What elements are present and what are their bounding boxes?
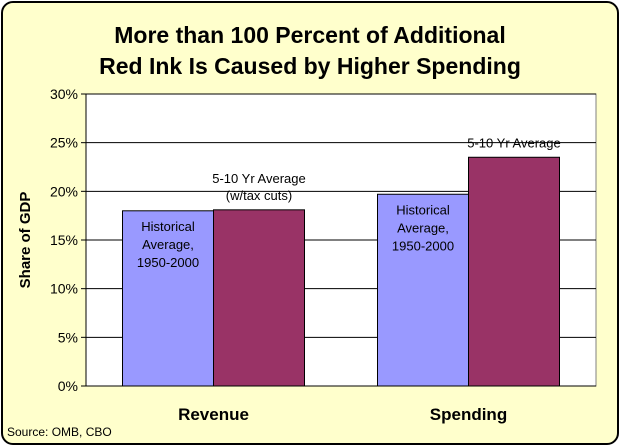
title-line: More than 100 Percent of Additional — [114, 22, 506, 48]
bar-revenue-avg — [213, 209, 305, 387]
x-category-label: Revenue — [178, 405, 249, 424]
bar-annotation: Historical — [396, 202, 450, 217]
y-axis-title: Share of GDP — [17, 192, 34, 289]
bar-annotation: Average, — [397, 220, 449, 235]
y-tick-label: 10% — [50, 281, 78, 297]
bar-annotation: 5-10 Yr Average — [467, 135, 560, 150]
bar-annotation: (w/tax cuts) — [226, 188, 292, 203]
y-tick-label: 5% — [58, 329, 78, 345]
title-line: Red Ink Is Caused by Higher Spending — [99, 53, 521, 79]
bar-annotation: Average, — [142, 237, 194, 252]
bar-annotation: Historical — [141, 219, 195, 234]
y-tick-label: 15% — [50, 232, 78, 248]
y-tick-label: 25% — [50, 135, 78, 151]
y-tick-label: 20% — [50, 183, 78, 199]
bar-spending-historical — [377, 193, 469, 387]
bar-spending-avg — [468, 156, 560, 387]
bar-annotation: 1950-2000 — [137, 255, 199, 270]
bar-annotation: 1950-2000 — [392, 238, 454, 253]
y-tick-label: 0% — [58, 378, 78, 394]
x-category-label: Spending — [430, 405, 507, 424]
bar-annotation: 5-10 Yr Average — [212, 171, 305, 186]
source-note: Source: OMB, CBO — [7, 425, 112, 439]
chart-title: More than 100 Percent of Additional Red … — [0, 20, 620, 82]
y-tick-label: 30% — [50, 86, 78, 102]
bar-revenue-historical — [122, 210, 214, 387]
